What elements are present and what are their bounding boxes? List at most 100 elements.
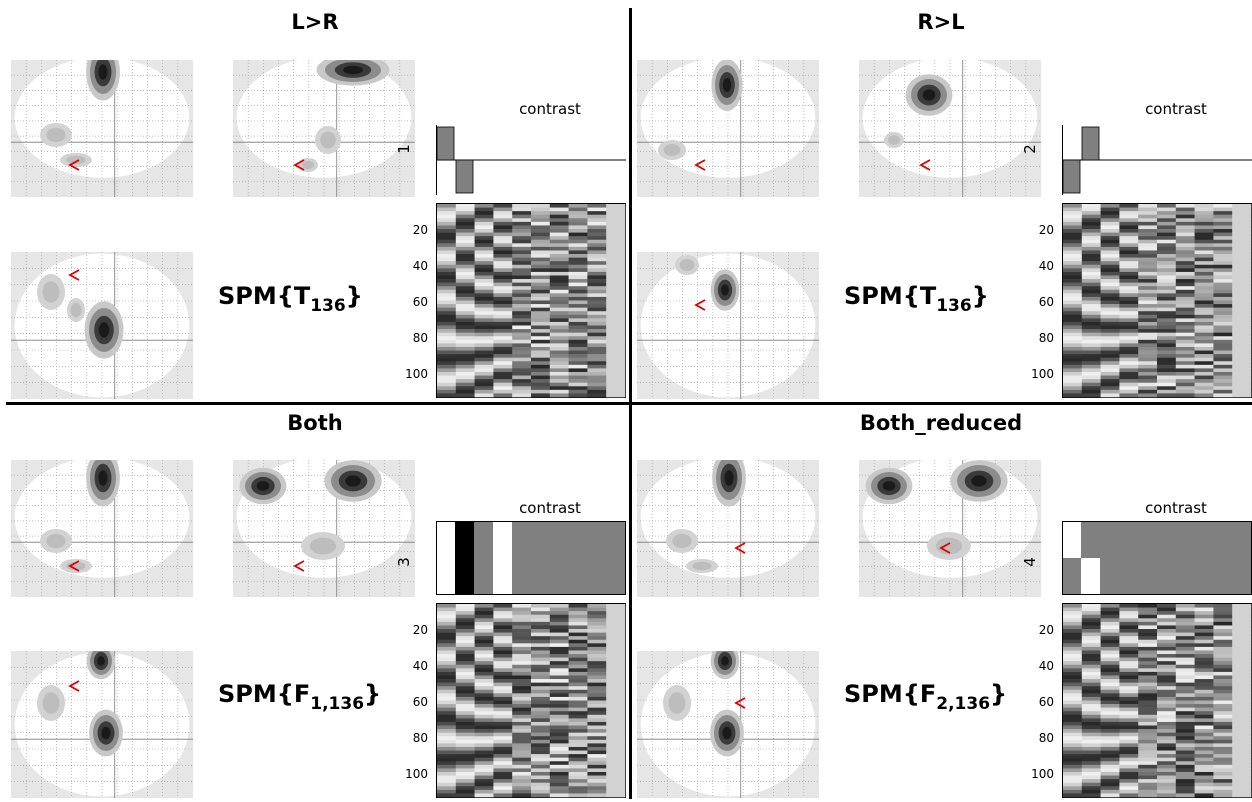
contrast-cell (474, 521, 494, 596)
design-matrix-y-tick: 80 (1038, 331, 1054, 345)
design-matrix (436, 203, 626, 402)
contrast-cell (1157, 521, 1177, 559)
contrast-index: 3 (395, 557, 413, 567)
design-matrix-y-tick: 40 (412, 259, 428, 273)
contrast-cell (550, 521, 570, 596)
stat-label-subscript: 2,136 (936, 694, 991, 714)
glass-brain-axial (637, 252, 819, 399)
contrast-cell (1119, 558, 1139, 596)
contrast-cell (1214, 558, 1234, 596)
contrast-cell (1062, 558, 1082, 596)
design-matrix-y-tick: 20 (412, 223, 428, 237)
design-matrix-y-tick: 100 (405, 367, 428, 381)
contrast-bar (1081, 126, 1100, 161)
contrast-cell (1100, 521, 1120, 559)
glass-brain-coronal (233, 460, 415, 597)
design-matrix-y-tick: 60 (412, 695, 428, 709)
glass-brain-sagittal (11, 60, 193, 197)
stat-label: SPM{F1,136} (218, 680, 398, 714)
contrast-cell (1195, 521, 1215, 559)
contrast-plot (436, 521, 627, 599)
design-matrix-y-tick: 80 (412, 731, 428, 745)
design-matrix (1062, 203, 1252, 402)
contrast-plot (1062, 521, 1252, 599)
contrast-cell (1233, 521, 1252, 559)
design-matrix-y-tick: 20 (1038, 223, 1054, 237)
contrast-title: contrast (519, 100, 581, 118)
design-matrix-y-tick: 40 (1038, 659, 1054, 673)
panel-l-gt-r: L>R SPM{T136} contrast 1 20 40 60 80 100 (0, 0, 626, 399)
contrast-cell (1081, 558, 1101, 596)
contrast-cell (1062, 521, 1082, 559)
design-matrix-y-tick: 80 (1038, 731, 1054, 745)
contrast-cell (493, 521, 513, 596)
panel-r-gt-l: R>L SPM{T136} contrast 2 20 40 60 80 100 (626, 0, 1252, 399)
design-matrix-y-tick: 100 (405, 767, 428, 781)
stat-label: SPM{T136} (218, 282, 398, 316)
contrast-cell (1119, 521, 1139, 559)
glass-brain-axial (637, 651, 819, 798)
stat-label: SPM{F2,136} (844, 680, 1024, 714)
design-matrix-y-tick: 40 (1038, 259, 1054, 273)
contrast-cell (1214, 521, 1234, 559)
design-matrix-y-tick: 80 (412, 331, 428, 345)
contrast-cell (512, 521, 532, 596)
stat-label-close: } (364, 680, 382, 708)
design-matrix-y-tick: 40 (412, 659, 428, 673)
contrast-cell (1157, 558, 1177, 596)
design-matrix-y-tick: 60 (1038, 695, 1054, 709)
design-matrix-y-tick: 100 (1031, 767, 1054, 781)
stat-label-subscript: 1,136 (310, 694, 365, 714)
panel-both-reduced: Both_reduced SPM{F2,136} contrast 4 20 40 60 80… (626, 403, 1252, 802)
stat-label-subscript: 136 (310, 296, 346, 316)
contrast-cell (588, 521, 608, 596)
horizontal-divider (6, 402, 1252, 405)
glass-brain-coronal (859, 60, 1041, 197)
design-matrix-y-tick: 100 (1031, 367, 1054, 381)
glass-brain-sagittal (11, 460, 193, 597)
contrast-index: 4 (1021, 557, 1039, 567)
design-matrix-y-tick: 20 (412, 623, 428, 637)
panel-title: Both (287, 411, 343, 435)
stat-label-main: SPM{T (844, 282, 937, 310)
stat-label-main: SPM{F (844, 680, 937, 708)
contrast-bar (436, 126, 455, 161)
contrast-cell (1138, 558, 1158, 596)
glass-brain-sagittal (637, 460, 819, 597)
contrast-cell (1195, 558, 1215, 596)
glass-brain-axial (11, 252, 193, 399)
contrast-cell (1138, 521, 1158, 559)
contrast-cell (1100, 558, 1120, 596)
contrast-title: contrast (1145, 499, 1207, 517)
contrast-bar (1062, 159, 1081, 194)
contrast-index: 2 (1021, 144, 1039, 154)
contrast-plot (1062, 125, 1252, 199)
stat-label-close: } (971, 282, 989, 310)
contrast-cell (455, 521, 475, 596)
stat-label-main: SPM{T (218, 282, 311, 310)
contrast-cell (1081, 521, 1101, 559)
glass-brain-coronal (233, 60, 415, 197)
contrast-title: contrast (519, 499, 581, 517)
glass-brain-coronal (859, 460, 1041, 597)
contrast-title: contrast (1145, 100, 1207, 118)
glass-brain-axial (11, 651, 193, 798)
contrast-cell (1176, 521, 1196, 559)
contrast-cell (436, 521, 456, 596)
panel-title: R>L (917, 10, 965, 34)
stat-label-subscript: 136 (936, 296, 972, 316)
contrast-cell (531, 521, 551, 596)
contrast-cell (1176, 558, 1196, 596)
contrast-cell (607, 521, 627, 596)
design-matrix (1062, 603, 1252, 802)
contrast-bar (455, 159, 474, 194)
panel-title: L>R (291, 10, 339, 34)
design-matrix-y-tick: 60 (1038, 295, 1054, 309)
design-matrix-y-tick: 20 (1038, 623, 1054, 637)
panel-title: Both_reduced (859, 411, 1023, 435)
design-matrix-y-tick: 60 (412, 295, 428, 309)
panel-both: Both SPM{F1,136} contrast 3 20 40 60 80 100 (0, 403, 627, 802)
stat-label-main: SPM{F (218, 680, 311, 708)
contrast-cell (1233, 558, 1252, 596)
design-matrix (436, 603, 626, 802)
